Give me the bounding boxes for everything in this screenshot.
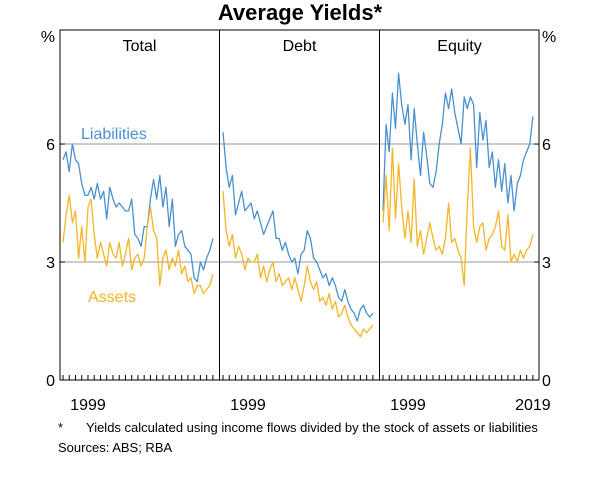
x-tick-label-1999: 1999: [70, 397, 106, 414]
series-line-debt-assets: [222, 191, 374, 338]
series-line-total-liabilities: [62, 143, 214, 283]
annotation-assets: Assets: [88, 289, 136, 306]
plot-frame: [59, 29, 540, 381]
series-lines: [62, 72, 534, 338]
y-tick-label-left-3: 3: [46, 255, 55, 272]
series-line-debt-liabilities: [222, 132, 374, 322]
y-tick-label-left-6: 6: [46, 137, 55, 154]
panel-title-equity: Equity: [437, 38, 481, 55]
source-line: Sources: ABS; RBA: [58, 440, 173, 455]
series-annotations: Liabilities Assets: [81, 126, 147, 306]
footnote-marker: *: [58, 420, 64, 435]
panel-title-total: Total: [123, 38, 157, 55]
y-tick-label-right-0: 0: [542, 373, 551, 390]
x-tick-label-1999: 1999: [390, 397, 426, 414]
y-tick-label-right-6: 6: [542, 137, 551, 154]
axis-labels: Total 1999 Debt 1999 Equity 1999 2019 0 0 3 3 6 6%%: [41, 29, 556, 414]
panel-title-debt: Debt: [283, 38, 317, 55]
footnote-text: Yields calculated using income flows div…: [86, 420, 538, 435]
notes: * Yields calculated using income flows d…: [58, 420, 546, 455]
y-tick-label-right-3: 3: [542, 255, 551, 272]
series-line-equity-assets: [382, 147, 534, 287]
footnote: * Yields calculated using income flows d…: [58, 420, 546, 435]
series-line-equity-liabilities: [382, 72, 534, 212]
x-tick-label-2019: 2019: [515, 397, 551, 414]
chart-title: Average Yields*: [217, 0, 383, 25]
unit-label-left: %: [41, 29, 55, 46]
series-line-total-assets: [62, 194, 214, 295]
annotation-liabilities: Liabilities: [81, 126, 147, 143]
y-tick-label-left-0: 0: [46, 373, 55, 390]
panel-frames: [59, 29, 540, 381]
x-tick-label-1999: 1999: [230, 397, 266, 414]
unit-label-right: %: [542, 29, 556, 46]
